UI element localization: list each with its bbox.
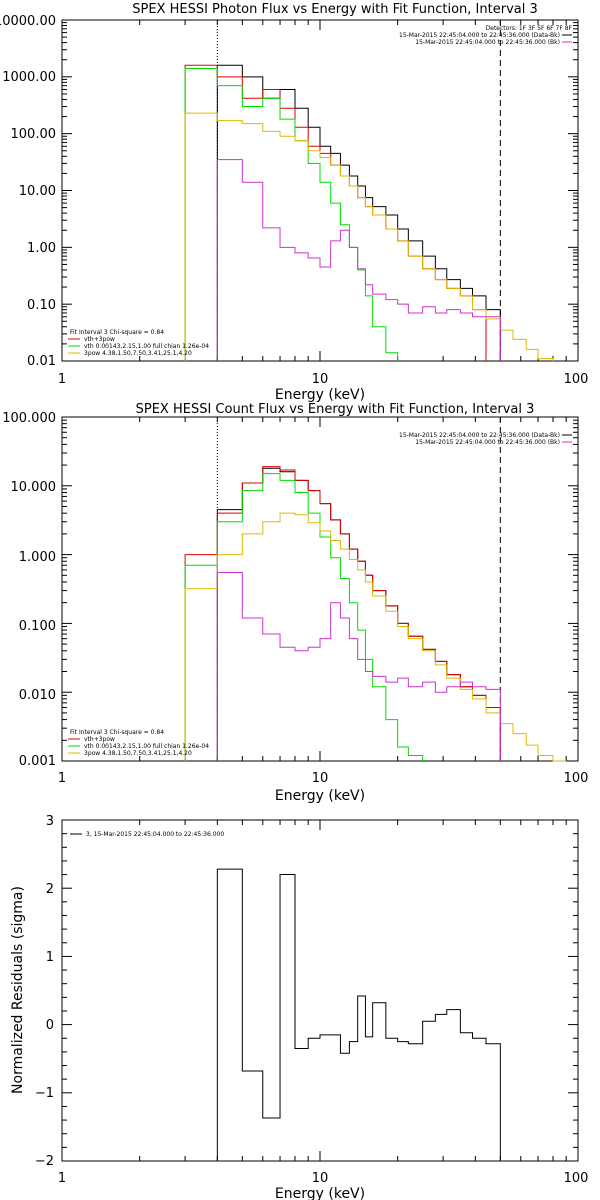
series-line bbox=[216, 571, 501, 761]
panel2-ticks bbox=[61, 417, 578, 762]
panel3-ytick-label: 2 bbox=[46, 882, 54, 897]
series-line bbox=[184, 473, 424, 761]
series-line bbox=[216, 159, 501, 361]
panel-residuals: 3 2 1 0 −1 −2 1 10 100 Energy (keV) Norm… bbox=[10, 814, 588, 1200]
panel2-fit-label: Fit Interval 3 Chi-square = 0.84 bbox=[70, 729, 164, 736]
panel2-legend-bk: 15-Mar-2015 22:45:04.000 to 22:45:36.000… bbox=[415, 439, 560, 446]
panel1-title: SPEX HESSI Photon Flux vs Energy with Fi… bbox=[132, 2, 538, 17]
panel1-ytick-label: 0.10 bbox=[27, 298, 56, 313]
series-line bbox=[184, 68, 399, 361]
panel1-ytick-label: 10000.00 bbox=[0, 14, 56, 29]
panel2-ytick-label: 100.000 bbox=[2, 411, 56, 426]
panel3-xtick-label: 10 bbox=[312, 1171, 329, 1186]
panel2-legend-vth: vth 0.00143,2.15,1.00 full chian 1.26e-0… bbox=[84, 743, 209, 750]
panel1-ytick-label: 10.00 bbox=[19, 184, 56, 199]
panel2-xtick-label: 10 bbox=[312, 771, 329, 786]
panel3-ytick-label: 0 bbox=[46, 1018, 54, 1033]
series-line bbox=[184, 112, 554, 361]
panel2-legend-3pow: 3pow 4.38,1.50,7.50,3.41,25.1,4.20 bbox=[84, 750, 192, 757]
panel2-ytick-label: 1.000 bbox=[19, 550, 56, 565]
panel-count-flux: SPEX HESSI Count Flux vs Energy with Fit… bbox=[2, 402, 588, 804]
series-line bbox=[184, 512, 567, 762]
panel3-xtick-label: 100 bbox=[564, 1171, 589, 1186]
panel1-detectors-label: Detectors: 1F 3F 5F 6F 7F 8F bbox=[486, 25, 573, 32]
panel2-series bbox=[184, 466, 567, 762]
panel1-xlabel: Energy (keV) bbox=[275, 387, 365, 403]
panel2-ytick-label: 0.010 bbox=[19, 688, 56, 703]
panel3-ytick-label: 1 bbox=[46, 950, 54, 965]
panel3-xlabel: Energy (keV) bbox=[275, 1186, 365, 1200]
series-line bbox=[184, 466, 501, 761]
panel2-xlabel: Energy (keV) bbox=[275, 788, 365, 804]
panel1-legend-data-bk: 15-Mar-2015 22:45:04.000 to 22:45:36.000… bbox=[399, 32, 560, 39]
panel1-legend-vth3pow: vth+3pow bbox=[84, 336, 115, 343]
panel1-ytick-label: 0.01 bbox=[27, 354, 56, 369]
panel3-xtick-label: 1 bbox=[58, 1171, 66, 1186]
panel2-xtick-label: 100 bbox=[564, 771, 589, 786]
panel2-title: SPEX HESSI Count Flux vs Energy with Fit… bbox=[136, 402, 535, 417]
panel2-ytick-label: 0.001 bbox=[19, 754, 56, 769]
panel3-ticks bbox=[61, 819, 578, 1162]
panel3-ytick-label: −1 bbox=[35, 1086, 54, 1101]
panel1-legend-3pow: 3pow 4.38,1.50,7.50,3.41,25.1,4.20 bbox=[84, 350, 192, 357]
panel1-series bbox=[184, 64, 554, 361]
panel1-ytick-label: 1000.00 bbox=[2, 70, 56, 85]
panel2-ytick-label: 10.000 bbox=[11, 480, 57, 495]
panel1-legend-vth: vth 0.00143,2.15,1.00 full chian 1.26e-0… bbox=[84, 343, 209, 350]
panel-photon-flux: SPEX HESSI Photon Flux vs Energy with Fi… bbox=[0, 2, 588, 403]
series-line bbox=[216, 467, 501, 761]
panel3-ytick-label: −2 bbox=[35, 1154, 54, 1169]
panel3-ylabel: Normalized Residuals (sigma) bbox=[10, 886, 26, 1094]
panel1-fit-label: Fit Interval 3 Chi-square = 0.84 bbox=[70, 329, 164, 336]
panel1-xtick-label: 1 bbox=[58, 372, 66, 387]
panel1-xtick-label: 10 bbox=[312, 372, 329, 387]
panel2-xtick-label: 1 bbox=[58, 771, 66, 786]
panel2-reference-lines bbox=[216, 417, 501, 761]
panel1-reference-lines bbox=[216, 20, 501, 361]
panel1-xtick-label: 100 bbox=[564, 372, 589, 387]
panel2-ytick-label: 0.100 bbox=[19, 619, 56, 634]
series-line bbox=[216, 64, 501, 361]
panel3-ytick-label: 3 bbox=[46, 814, 54, 829]
series-line bbox=[216, 868, 501, 1161]
panel1-ticks bbox=[61, 20, 578, 362]
panel2-legend-data-bk: 15-Mar-2015 22:45:04.000 to 22:45:36.000… bbox=[399, 432, 560, 439]
panel3-legend-label: 3, 15-Mar-2015 22:45:04.000 to 22:45:36.… bbox=[86, 831, 224, 838]
panel2-legend-vth3pow: vth+3pow bbox=[84, 736, 115, 743]
series-line bbox=[184, 64, 487, 361]
panel1-ytick-label: 100.00 bbox=[11, 127, 57, 142]
panel3-series bbox=[216, 868, 501, 1161]
panel1-legend-bk: 15-Mar-2015 22:45:04.000 to 22:45:36.000… bbox=[415, 39, 560, 46]
panel1-ytick-label: 1.00 bbox=[27, 241, 56, 256]
